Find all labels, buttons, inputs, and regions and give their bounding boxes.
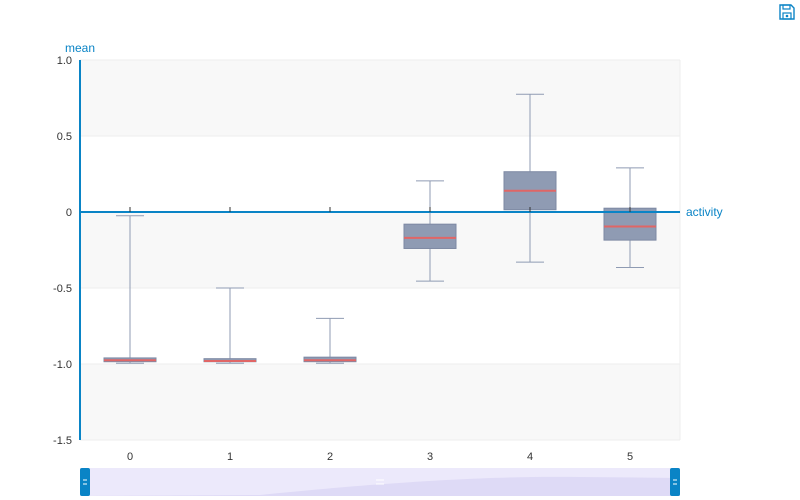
data-zoom-right-handle[interactable]	[670, 468, 680, 496]
box-series[interactable]	[103, 93, 657, 364]
x-ticks	[129, 207, 631, 212]
x-tick-label: 5	[627, 451, 633, 463]
y-tick-labels: 1.0 0.5 0 -0.5 -1.0 -1.5	[53, 55, 72, 447]
grid-band	[80, 364, 680, 440]
data-zoom-slider[interactable]	[80, 468, 680, 496]
box-category-1[interactable]	[203, 287, 257, 364]
x-tick-label: 3	[427, 451, 433, 463]
handle-bar[interactable]	[80, 468, 90, 496]
x-axis-name: activity	[686, 205, 723, 219]
y-tick-label: 1.0	[57, 55, 72, 67]
handle-bar[interactable]	[670, 468, 680, 496]
data-zoom-shadow-area	[80, 476, 680, 496]
x-tick-labels: 0 1 2 3 4 5	[127, 451, 633, 463]
box-category-3[interactable]	[403, 180, 457, 282]
y-tick-label: 0.5	[57, 131, 72, 143]
grid-bands	[80, 60, 680, 440]
y-tick-label: -1.0	[53, 359, 72, 371]
interquartile-box[interactable]	[403, 223, 457, 249]
y-tick-label: -0.5	[53, 283, 72, 295]
box-category-2[interactable]	[303, 317, 357, 364]
grid-band	[80, 288, 680, 364]
x-tick-label: 4	[527, 451, 533, 463]
y-tick-label: 0	[66, 207, 72, 219]
grid-band	[80, 136, 680, 212]
grid-band	[80, 60, 680, 136]
x-tick-label: 0	[127, 451, 133, 463]
x-axis: activity	[80, 205, 723, 219]
box-category-4[interactable]	[503, 93, 557, 263]
y-axis: mean	[65, 41, 95, 440]
data-zoom-left-handle[interactable]	[80, 468, 90, 496]
y-axis-name: mean	[65, 41, 95, 55]
grid-band	[80, 212, 680, 288]
y-tick-label: -1.5	[53, 435, 72, 447]
data-zoom-move-grip[interactable]	[376, 479, 384, 485]
box-category-0[interactable]	[103, 215, 157, 364]
x-tick-label: 1	[227, 451, 233, 463]
x-tick-label: 2	[327, 451, 333, 463]
save-as-image-icon[interactable]	[778, 3, 796, 21]
box-category-5[interactable]	[603, 167, 657, 268]
